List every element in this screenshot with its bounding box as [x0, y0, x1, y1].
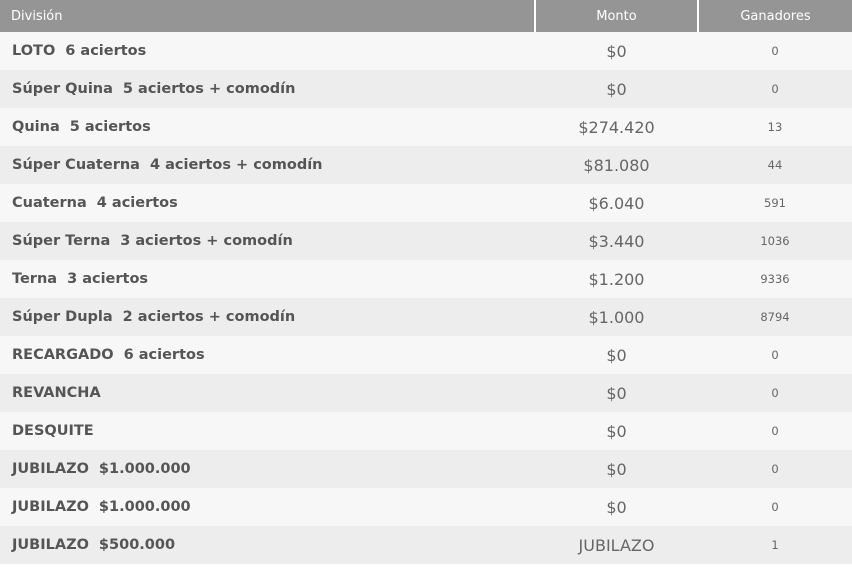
division-cell: Súper Quina 5 aciertos + comodín — [0, 70, 535, 108]
division-detail: 2 aciertos + comodín — [122, 309, 296, 325]
table-row: RECARGADO 6 aciertos $0 0 — [0, 336, 852, 374]
division-cell: REVANCHA — [0, 374, 535, 412]
division-name: DESQUITE — [12, 423, 94, 439]
division-detail: 3 aciertos — [67, 271, 149, 287]
division-detail: 4 aciertos + comodín — [149, 157, 323, 173]
table-row: DESQUITE $0 0 — [0, 412, 852, 450]
table-row: Súper Cuaterna 4 aciertos + comodín $81.08… — [0, 146, 852, 184]
table-row: JUBILAZO $1.000.000 $0 0 — [0, 488, 852, 526]
division-cell: LOTO 6 aciertos — [0, 32, 535, 70]
ganadores-cell: 0 — [771, 386, 779, 400]
ganadores-cell: 0 — [771, 424, 779, 438]
division-detail: $500.000 — [98, 537, 176, 553]
division-detail: 6 aciertos — [123, 347, 205, 363]
monto-cell: $0 — [606, 421, 627, 441]
table-row: Súper Quina 5 aciertos + comodín $0 0 — [0, 70, 852, 108]
division-detail: 3 aciertos + comodín — [120, 233, 293, 249]
monto-cell: $0 — [606, 345, 627, 365]
ganadores-cell: 13 — [767, 120, 783, 134]
ganadores-cell: 0 — [771, 44, 779, 58]
monto-cell: $81.080 — [583, 155, 650, 175]
division-cell: Súper Dupla 2 aciertos + comodín — [0, 298, 535, 336]
division-cell: Terna 3 aciertos — [0, 260, 535, 298]
ganadores-cell: 1 — [771, 538, 779, 552]
division-cell: RECARGADO 6 aciertos — [0, 336, 535, 374]
monto-cell: $1.200 — [588, 269, 645, 289]
division-name: RECARGADO — [12, 347, 114, 363]
division-detail: $1.000.000 — [98, 499, 191, 515]
table-row: LOTO 6 aciertos $0 0 — [0, 32, 852, 70]
header-division: División — [0, 0, 536, 32]
division-name: LOTO — [12, 43, 56, 59]
monto-cell: $0 — [606, 383, 627, 403]
table-row: JUBILAZO $1.000.000 $0 0 — [0, 450, 852, 488]
ganadores-cell: 1036 — [760, 234, 790, 248]
table-row: Quina 5 aciertos $274.420 13 — [0, 108, 852, 146]
table-row: Súper Dupla 2 aciertos + comodín $1.000 879… — [0, 298, 852, 336]
division-detail: 5 aciertos — [69, 119, 151, 135]
division-cell: JUBILAZO $1.000.000 — [0, 488, 535, 526]
monto-cell: JUBILAZO — [578, 535, 655, 555]
monto-cell: $0 — [606, 459, 627, 479]
division-cell: Cuaterna 4 aciertos — [0, 184, 535, 222]
division-cell: Súper Cuaterna 4 aciertos + comodín — [0, 146, 535, 184]
ganadores-cell: 0 — [771, 82, 779, 96]
ganadores-cell: 44 — [767, 158, 783, 172]
division-name: Súper Terna — [12, 233, 111, 249]
division-cell: Súper Terna 3 aciertos + comodín — [0, 222, 535, 260]
header-ganadores: Ganadores — [698, 0, 852, 32]
ganadores-cell: 0 — [771, 462, 779, 476]
monto-cell: $0 — [606, 497, 627, 517]
division-detail: 6 aciertos — [65, 43, 147, 59]
division-cell: JUBILAZO $500.000 — [0, 526, 535, 564]
division-name: Súper Cuaterna — [12, 157, 140, 173]
monto-cell: $6.040 — [588, 193, 645, 213]
table-row: Terna 3 aciertos $1.200 9336 — [0, 260, 852, 298]
division-name: Súper Quina — [12, 81, 113, 97]
division-name: JUBILAZO — [12, 537, 89, 553]
table-row: REVANCHA $0 0 — [0, 374, 852, 412]
division-name: Terna — [12, 271, 58, 287]
monto-cell: $3.440 — [588, 231, 645, 251]
ganadores-cell: 8794 — [760, 310, 790, 324]
division-detail: 4 aciertos — [96, 195, 178, 211]
division-cell: JUBILAZO $1.000.000 — [0, 450, 535, 488]
division-name: JUBILAZO — [12, 461, 89, 477]
ganadores-cell: 591 — [764, 196, 786, 210]
division-name: Cuaterna — [12, 195, 87, 211]
table-row: Cuaterna 4 aciertos $6.040 591 — [0, 184, 852, 222]
division-name: REVANCHA — [12, 385, 101, 401]
header-row: División Monto Ganadores — [0, 0, 852, 32]
table-row: JUBILAZO $500.000 JUBILAZO 1 — [0, 526, 852, 564]
division-name: JUBILAZO — [12, 499, 89, 515]
division-name: Súper Dupla — [12, 309, 113, 325]
ganadores-cell: 9336 — [760, 272, 790, 286]
division-cell: Quina 5 aciertos — [0, 108, 535, 146]
monto-cell: $274.420 — [578, 117, 655, 137]
monto-cell: $0 — [606, 41, 627, 61]
monto-cell: $1.000 — [588, 307, 645, 327]
table-body: LOTO 6 aciertos $0 0 Súper Quina 5 aciertos +… — [0, 32, 852, 564]
monto-cell: $0 — [606, 79, 627, 99]
division-name: Quina — [12, 119, 60, 135]
division-detail: $1.000.000 — [98, 461, 191, 477]
table-row: Súper Terna 3 aciertos + comodín $3.440 103… — [0, 222, 852, 260]
ganadores-cell: 0 — [771, 348, 779, 362]
division-detail: 5 aciertos + comodín — [122, 81, 296, 97]
ganadores-cell: 0 — [771, 500, 779, 514]
header-monto: Monto — [535, 0, 699, 32]
table-header: División Monto Ganadores — [0, 0, 852, 32]
division-cell: DESQUITE — [0, 412, 535, 450]
